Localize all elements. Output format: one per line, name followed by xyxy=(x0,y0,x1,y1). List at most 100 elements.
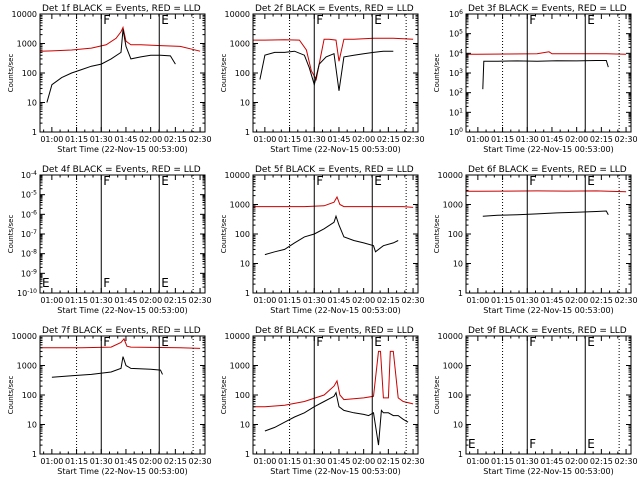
x-tick-label: 02:30 xyxy=(189,135,212,144)
events-series-line xyxy=(264,391,409,446)
y-axis-label: Counts/sec xyxy=(433,215,441,254)
x-tick-label: 02:30 xyxy=(402,457,425,466)
x-axis-label: Start Time (22-Nov-15 00:53:00) xyxy=(270,145,400,154)
x-tick-label: 01:00 xyxy=(253,296,276,305)
series-group xyxy=(253,195,414,256)
y-tick-label: 1 xyxy=(32,128,37,137)
y-tick-label: 1 xyxy=(245,450,250,459)
x-tick-label: 02:15 xyxy=(590,135,613,144)
x-tick-label: 01:45 xyxy=(540,135,563,144)
marker-label-bottom: E xyxy=(587,437,595,451)
events-series-line xyxy=(46,29,176,103)
y-tick-label: 10000 xyxy=(438,171,463,180)
y-tick-label: 10 xyxy=(453,260,463,269)
marker-label: F xyxy=(103,174,110,188)
x-axis-label: Start Time (22-Nov-15 00:53:00) xyxy=(483,145,613,154)
series-group xyxy=(40,337,201,378)
marker-label: F xyxy=(103,13,110,27)
marker-label-bottom: E xyxy=(42,276,50,290)
y-tick-label: 100 xyxy=(22,69,37,78)
y-axis-label: Counts/sec xyxy=(220,54,228,93)
x-tick-label: 02:30 xyxy=(189,457,212,466)
events-series-line xyxy=(482,60,609,90)
y-tick-label: 10-5 xyxy=(21,190,37,200)
x-tick-label: 02:00 xyxy=(139,457,162,466)
y-tick-label: 10000 xyxy=(12,332,37,341)
lld-series-line xyxy=(40,25,201,52)
y-tick-label: 10 xyxy=(27,99,37,108)
y-tick-label: 1 xyxy=(458,289,463,298)
panel-title: Det 6f BLACK = Events, RED = LLD xyxy=(468,165,627,175)
marker-label-bottom: F xyxy=(103,276,110,290)
x-tick-label: 02:15 xyxy=(377,296,400,305)
x-axis-label: Start Time (22-Nov-15 00:53:00) xyxy=(483,467,613,476)
x-tick-label: 01:00 xyxy=(466,457,489,466)
series-group xyxy=(466,51,627,90)
y-tick-label: 100 xyxy=(448,391,463,400)
y-axis-label: Counts/sec xyxy=(7,215,15,254)
y-tick-label: 1000 xyxy=(17,40,37,49)
marker-label: F xyxy=(103,335,110,349)
marker-label-bottom: E xyxy=(161,276,169,290)
x-tick-label: 02:15 xyxy=(164,457,187,466)
x-tick-label: 02:30 xyxy=(615,457,638,466)
marker-label: E xyxy=(374,174,382,188)
panel-title: Det 8f BLACK = Events, RED = LLD xyxy=(255,326,414,336)
x-tick-label: 02:00 xyxy=(352,457,375,466)
x-tick-label: 02:00 xyxy=(352,135,375,144)
marker-label: E xyxy=(587,335,595,349)
x-tick-label: 01:15 xyxy=(491,135,514,144)
y-tick-label: 100 xyxy=(235,391,250,400)
events-series-line xyxy=(259,50,394,91)
x-axis-label: Start Time (22-Nov-15 00:53:00) xyxy=(57,145,187,154)
y-tick-label: 105 xyxy=(449,29,463,39)
x-tick-label: 02:00 xyxy=(352,296,375,305)
y-tick-label: 1000 xyxy=(17,362,37,371)
y-tick-label: 10-10 xyxy=(17,288,37,298)
x-tick-label: 02:00 xyxy=(139,135,162,144)
x-tick-label: 01:30 xyxy=(90,457,113,466)
x-tick-label: 02:30 xyxy=(189,296,212,305)
x-axis-label: Start Time (22-Nov-15 00:53:00) xyxy=(57,467,187,476)
marker-label: E xyxy=(161,13,169,27)
y-tick-label: 100 xyxy=(235,230,250,239)
plot-frame xyxy=(465,13,632,133)
x-tick-label: 01:15 xyxy=(278,457,301,466)
y-tick-label: 10-7 xyxy=(21,229,37,239)
x-tick-label: 01:45 xyxy=(114,296,137,305)
x-tick-label: 02:00 xyxy=(565,135,588,144)
lld-series-line xyxy=(253,37,414,81)
x-tick-label: 02:00 xyxy=(139,296,162,305)
y-tick-label: 100 xyxy=(22,391,37,400)
x-tick-label: 02:30 xyxy=(615,296,638,305)
x-tick-label: 01:45 xyxy=(327,457,350,466)
marker-label-bottom: E xyxy=(468,437,476,451)
y-tick-label: 106 xyxy=(449,9,463,19)
y-tick-label: 103 xyxy=(449,68,463,78)
lld-series-line xyxy=(40,337,201,349)
panel-title: Det 4f BLACK = Events, RED = LLD xyxy=(42,165,201,175)
y-tick-label: 1 xyxy=(32,450,37,459)
y-tick-label: 10000 xyxy=(225,332,250,341)
y-tick-label: 1000 xyxy=(230,201,250,210)
y-tick-label: 10 xyxy=(453,421,463,430)
y-axis-label: Counts/sec xyxy=(433,54,441,93)
y-tick-label: 100 xyxy=(448,230,463,239)
x-tick-label: 02:30 xyxy=(402,135,425,144)
panel-title: Det 5f BLACK = Events, RED = LLD xyxy=(255,165,414,175)
x-tick-label: 02:15 xyxy=(164,296,187,305)
x-tick-label: 01:15 xyxy=(65,457,88,466)
series-group xyxy=(253,37,414,91)
lld-series-line xyxy=(466,51,627,55)
x-tick-label: 01:45 xyxy=(114,135,137,144)
x-tick-label: 01:30 xyxy=(516,457,539,466)
x-tick-label: 01:45 xyxy=(540,296,563,305)
marker-label: F xyxy=(529,335,536,349)
